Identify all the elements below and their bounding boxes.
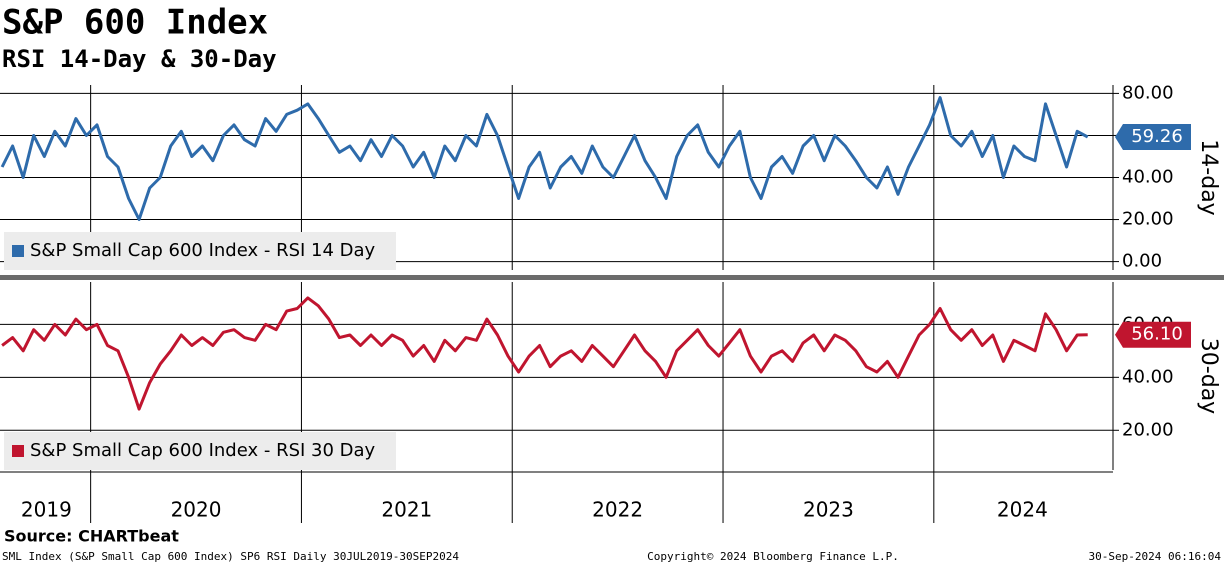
y-tick-label: 80.00 bbox=[1122, 82, 1174, 103]
last-value-label: 56.10 bbox=[1131, 324, 1183, 345]
line-series bbox=[1, 296, 1088, 411]
last-value-tag: 59.26 bbox=[1115, 124, 1191, 151]
last-value-tag: 56.10 bbox=[1115, 321, 1191, 348]
source: Source: CHARTbeat bbox=[4, 527, 179, 546]
footer-left: SML Index (S&P Small Cap 600 Index) SP6 … bbox=[2, 550, 459, 563]
legend-label: S&P Small Cap 600 Index - RSI 30 Day bbox=[30, 440, 376, 461]
y-tick-label: 20.00 bbox=[1122, 209, 1174, 230]
y-tick-label: 40.00 bbox=[1122, 366, 1174, 387]
legend-box bbox=[4, 232, 396, 270]
footer-right: 30-Sep-2024 06:16:04 bbox=[1089, 550, 1222, 563]
y-tick-label: 40.00 bbox=[1122, 167, 1174, 188]
last-value-box bbox=[1115, 124, 1191, 151]
last-value-label: 59.26 bbox=[1131, 126, 1183, 147]
x-tick-label: 2020 bbox=[171, 498, 222, 522]
line-series bbox=[0, 96, 1089, 221]
last-value-box bbox=[1115, 321, 1191, 348]
footer-center: Copyright© 2024 Bloomberg Finance L.P. bbox=[647, 550, 899, 563]
x-tick-label: 2023 bbox=[803, 498, 854, 522]
chart-title: S&P 600 Index bbox=[2, 3, 268, 43]
legend-label: S&P Small Cap 600 Index - RSI 14 Day bbox=[30, 240, 376, 261]
legend-box bbox=[4, 432, 396, 470]
chart-subtitle: RSI 14-Day & 30-Day bbox=[2, 45, 277, 73]
x-tick-label: 2022 bbox=[592, 498, 643, 522]
y-tick-label: 20.00 bbox=[1122, 419, 1174, 440]
panel-separator bbox=[0, 275, 1224, 280]
x-tick-label: 2021 bbox=[381, 498, 432, 522]
y-tick-label: 0.00 bbox=[1122, 251, 1162, 272]
x-tick-label: 2019 bbox=[21, 498, 72, 522]
y-axis-label: 30-day bbox=[1196, 338, 1221, 414]
y-axis-label: 14-day bbox=[1196, 139, 1221, 215]
legend-swatch bbox=[12, 245, 24, 257]
legend-swatch bbox=[12, 445, 24, 457]
x-tick-label: 2024 bbox=[997, 498, 1048, 522]
